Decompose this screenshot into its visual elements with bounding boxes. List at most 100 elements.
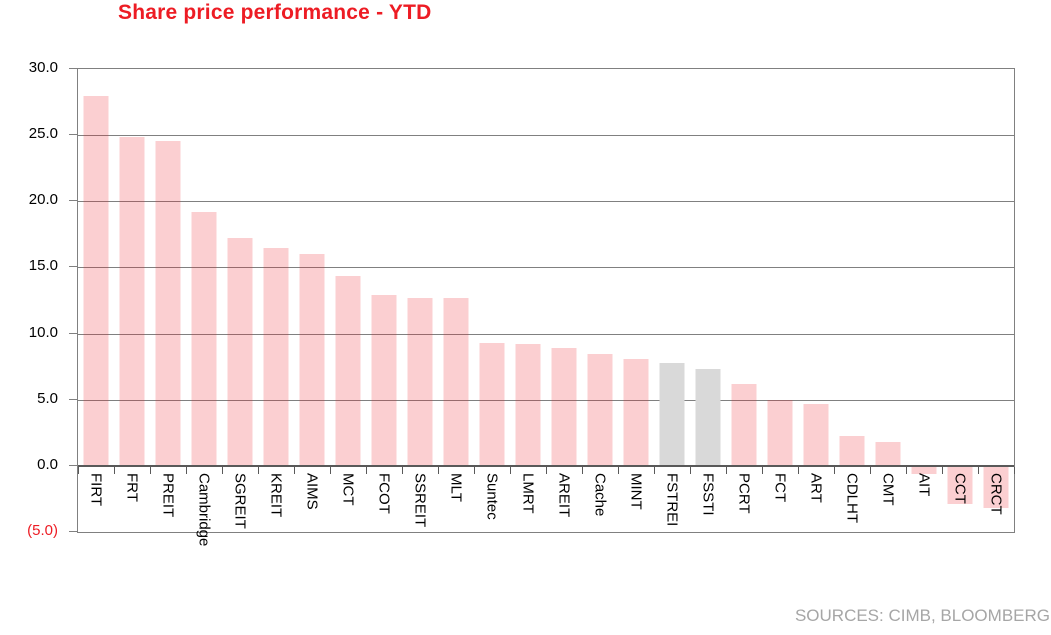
x-axis-tick: [618, 467, 619, 474]
bar: [227, 238, 253, 466]
bar-slot: AIMS: [294, 69, 330, 532]
bar: [263, 248, 289, 466]
bar-slot: LMRT: [510, 69, 546, 532]
x-axis-tick: [294, 467, 295, 474]
x-axis-label: CDLHT: [843, 473, 861, 524]
bar-slot: Suntec: [474, 69, 510, 532]
bar-slot: Cache: [582, 69, 618, 532]
x-axis-label: MINT: [627, 473, 645, 510]
bar: [695, 369, 721, 466]
x-axis-label: SSREIT: [411, 473, 429, 528]
bar: [731, 384, 757, 466]
bar: [947, 466, 973, 504]
y-axis-tick: [69, 465, 77, 466]
source-note: SOURCES: CIMB, BLOOMBERG: [794, 606, 1050, 625]
bar: [767, 400, 793, 466]
bar-slot: FCOT: [366, 69, 402, 532]
x-axis-label: SGREIT: [231, 473, 249, 529]
x-axis-tick: [906, 467, 907, 474]
x-axis-tick: [222, 467, 223, 474]
y-axis-tick: [69, 68, 77, 69]
x-axis-label: FCT: [771, 473, 789, 503]
gridline: [78, 334, 1014, 335]
x-axis-label: PCRT: [735, 473, 753, 514]
bar-slot: CDLHT: [834, 69, 870, 532]
bar: [443, 298, 469, 466]
bar: [515, 344, 541, 466]
x-axis-label: MLT: [447, 473, 465, 502]
y-axis-tick: [69, 266, 77, 267]
x-axis-tick: [834, 467, 835, 474]
bar: [911, 466, 937, 474]
x-axis-label: LMRT: [519, 473, 537, 514]
y-axis-label: 25.0: [28, 125, 58, 142]
x-axis-tick: [510, 467, 511, 474]
bar-slot: AREIT: [546, 69, 582, 532]
y-axis-label: 5.0: [37, 390, 58, 407]
x-axis-label: AIT: [915, 473, 933, 497]
bar-slot: CMT: [870, 69, 906, 532]
x-axis-label: PREIT: [159, 473, 177, 518]
bar-slot: CRCT: [978, 69, 1014, 532]
bar: [155, 141, 181, 466]
x-axis-label: CMT: [879, 473, 897, 506]
x-axis-tick: [798, 467, 799, 474]
bar-slot: SGREIT: [222, 69, 258, 532]
bar-slot: ART: [798, 69, 834, 532]
bar-slot: CCT: [942, 69, 978, 532]
x-axis-tick: [114, 467, 115, 474]
bar-slot: FIRT: [78, 69, 114, 532]
bar-slot: FSTREI: [654, 69, 690, 532]
bar-slot: MCT: [330, 69, 366, 532]
x-axis-label: Cache: [591, 473, 609, 517]
bar: [875, 442, 901, 466]
y-axis-label: 30.0: [28, 59, 58, 76]
gridline: [78, 201, 1014, 202]
bar: [407, 298, 433, 466]
x-axis-tick: [186, 467, 187, 474]
x-axis-label: FCOT: [375, 473, 393, 514]
bar: [551, 348, 577, 466]
bar-slot: PREIT: [150, 69, 186, 532]
x-axis-label: FIRT: [87, 473, 105, 507]
bars: FIRT FRT PREIT Cambridge SGREIT KREIT AIMS MCT F…: [78, 69, 1014, 546]
x-axis-tick: [690, 467, 691, 474]
bar-slot: KREIT: [258, 69, 294, 532]
bar: [119, 137, 145, 466]
y-axis-tick: [69, 200, 77, 201]
x-axis-tick: [474, 467, 475, 474]
x-axis-tick: [654, 467, 655, 474]
bar-slot: AIT: [906, 69, 942, 532]
gridline: [78, 400, 1014, 401]
x-axis-tick: [978, 467, 979, 474]
y-axis-label: 0.0: [37, 456, 58, 473]
bar-slot: MLT: [438, 69, 474, 532]
bar-slot: PCRT: [726, 69, 762, 532]
x-axis-tick: [1014, 467, 1015, 474]
x-axis-label: ART: [807, 473, 825, 503]
bar: [191, 212, 217, 466]
bar: [839, 436, 865, 466]
x-axis-tick: [402, 467, 403, 474]
x-axis-tick: [582, 467, 583, 474]
y-axis-label: 20.0: [28, 191, 58, 208]
gridline: [78, 135, 1014, 136]
bar: [983, 466, 1009, 508]
x-axis-zero-line: [78, 465, 1014, 467]
x-axis-label: AIMS: [303, 473, 321, 510]
x-axis-tick: [258, 467, 259, 474]
bar: [479, 343, 505, 466]
bar: [803, 404, 829, 466]
x-axis-label: CCT: [951, 473, 969, 504]
x-axis-tick: [726, 467, 727, 474]
y-axis-tick: [69, 333, 77, 334]
x-axis-tick: [762, 467, 763, 474]
bar-slot: FCT: [762, 69, 798, 532]
plot-area: FIRT FRT PREIT Cambridge SGREIT KREIT AIMS MCT F…: [77, 68, 1015, 546]
bar-slot: FSSTI: [690, 69, 726, 532]
y-axis-label: 10.0: [28, 324, 58, 341]
bar: [623, 359, 649, 466]
x-axis-label: FSTREI: [663, 473, 681, 527]
x-axis-tick: [942, 467, 943, 474]
gridlines: [78, 69, 1014, 532]
